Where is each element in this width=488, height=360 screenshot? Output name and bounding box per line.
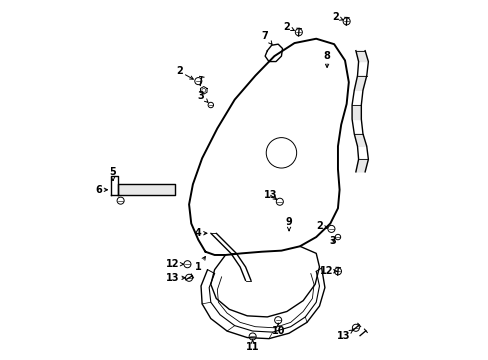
Text: 2: 2 bbox=[283, 22, 294, 32]
Text: 13: 13 bbox=[336, 330, 352, 342]
Text: 2: 2 bbox=[315, 221, 327, 231]
Polygon shape bbox=[118, 184, 175, 195]
Text: 1: 1 bbox=[195, 257, 205, 272]
Text: 10: 10 bbox=[271, 323, 285, 336]
Text: 3: 3 bbox=[197, 91, 207, 102]
Text: 7: 7 bbox=[261, 31, 271, 44]
Text: 2: 2 bbox=[332, 12, 343, 22]
Polygon shape bbox=[355, 159, 367, 172]
Text: 4: 4 bbox=[195, 228, 206, 238]
Text: 12: 12 bbox=[166, 259, 183, 269]
Text: 12: 12 bbox=[320, 266, 336, 276]
Polygon shape bbox=[351, 105, 361, 119]
Polygon shape bbox=[353, 134, 366, 146]
Polygon shape bbox=[355, 51, 367, 62]
Text: 5: 5 bbox=[109, 167, 116, 180]
Text: 6: 6 bbox=[95, 185, 107, 195]
Text: 11: 11 bbox=[245, 339, 259, 352]
Text: 3: 3 bbox=[328, 236, 335, 246]
Polygon shape bbox=[353, 76, 366, 90]
Text: 9: 9 bbox=[285, 217, 292, 231]
Text: 13: 13 bbox=[264, 190, 277, 200]
Text: 8: 8 bbox=[323, 51, 330, 67]
Text: 13: 13 bbox=[166, 273, 185, 283]
Text: 2: 2 bbox=[176, 66, 193, 79]
